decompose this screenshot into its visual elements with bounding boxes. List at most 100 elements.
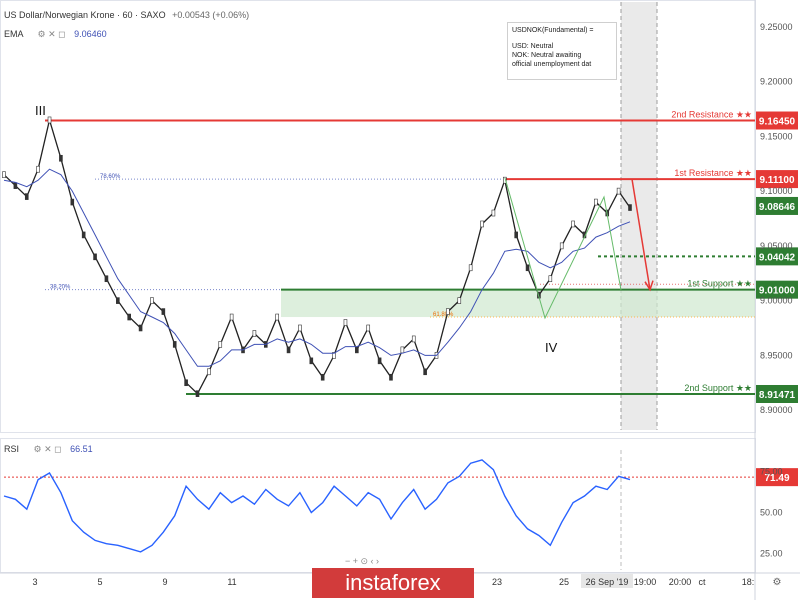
candle-17 [195,390,200,397]
ema-value: 9.06460 [74,29,107,39]
ema-indicator-row: EMA ⚙ ✕ ◻ 9.06460 [4,29,107,40]
candle-4 [47,116,52,124]
rsi-value: 66.51 [70,444,93,454]
candle-1 [13,182,18,189]
ema-settings-icon[interactable]: ⚙ ✕ ◻ [37,29,66,39]
rsi-line [3,459,631,553]
candle-48 [548,275,553,283]
y-tick-4: 9.05000 [760,241,793,251]
fundamental-nok-1: NOK: Neutral awaiting [512,52,582,59]
candle-45 [514,231,518,239]
candle-27 [309,357,314,365]
x-tick-5: 25 [559,577,569,587]
wave-3-label: III [35,103,46,118]
x-tick-6: 26 Sep '19 [586,577,629,587]
level-tag-bg-3 [756,280,798,299]
level-tag-bg-1 [756,170,798,189]
candle-20 [229,313,234,321]
price-line [3,117,631,395]
candle-0 [2,171,6,179]
wave-4-label: IV [545,340,558,355]
candle-6 [70,198,75,206]
rsi-settings-icon[interactable]: ⚙ ✕ ◻ [33,444,62,454]
candle-52 [594,198,598,206]
y-tick-5: 9.00000 [760,296,793,306]
level-tag-bg-2 [756,247,798,266]
candle-24 [275,313,279,321]
candle-11 [127,313,131,321]
instaforex-logo: instaforex [312,568,474,598]
candle-39 [446,308,450,315]
candle-33 [377,357,382,365]
fib-786-label: 78.60% [100,174,121,180]
candle-32 [366,324,371,332]
candle-8 [93,253,97,261]
rsi-level-tag: 71.49 [764,473,789,484]
x-tick-10: 18: [742,577,755,587]
level-tag-3: 9.01000 [759,286,796,297]
candle-14 [161,308,166,315]
rsi-level-tag-bg [756,468,798,487]
candle-40 [457,297,462,304]
level-label-3: 1st Support ★★ [687,279,752,289]
y-tick-1: 9.20000 [760,77,793,87]
wave-projection [504,177,622,320]
candle-31 [355,346,359,354]
candle-41 [468,264,473,272]
rsi-indicator-row: RSI ⚙ ✕ ◻ 66.51 [4,444,93,455]
fundamental-usd: USD: Neutral [512,43,554,50]
candle-36 [411,335,416,343]
y-tick-3: 9.10000 [760,186,793,196]
rsi-pane-frame [0,438,756,573]
y-tick-0: 9.25000 [760,22,793,32]
ema-line [3,168,631,367]
candle-5 [59,154,63,162]
y-tick-6: 8.95000 [760,350,793,360]
x-tick-bg-6 [581,574,633,588]
rsi-label[interactable]: RSI [4,444,20,454]
level-label-1: 1st Resistance ★★ [674,168,752,178]
level-label-4: 2nd Support ★★ [684,383,752,393]
current-price-tag: 9.08646 [759,202,796,213]
fib-382-label: 38.20% [50,285,71,291]
x-tick-8: 20:00 [669,577,692,587]
y-tick-2: 9.15000 [760,131,793,141]
x-tick-0: 3 [32,577,37,587]
candle-15 [172,341,177,348]
candle-18 [207,368,211,376]
candle-37 [423,368,427,376]
candle-55 [628,204,632,211]
fib-618-label: 61.80% [433,312,454,318]
candle-9 [104,275,109,283]
candle-50 [571,220,575,228]
zoom-controls-icon[interactable]: − + ⊙ ‹ › [345,556,380,566]
current-price-bg [756,196,798,215]
candle-10 [116,297,120,304]
candle-46 [525,264,530,272]
candle-43 [491,209,496,217]
candle-7 [81,231,86,239]
candle-25 [286,346,291,354]
candle-13 [150,297,154,304]
candle-16 [184,379,188,387]
level-tag-bg-0 [756,111,798,130]
price-change: +0.00543 (+0.06%) [172,10,250,20]
candle-44 [502,176,507,184]
y-tick-7: 8.90000 [760,405,793,415]
symbol-title[interactable]: US Dollar/Norwegian Krone · 60 · SAXO [4,10,166,20]
symbol-title-row: US Dollar/Norwegian Krone · 60 · SAXO +0… [4,10,249,20]
x-tick-3: 11 [227,577,236,587]
fundamental-nok-2: official unemployment dat [512,61,592,68]
candle-22 [252,330,257,337]
bearish-arrow [631,178,651,290]
candle-30 [343,319,348,326]
level-tag-4: 8.91471 [759,390,796,401]
level-tag-0: 9.16450 [759,117,796,128]
support-zone [281,289,755,318]
level-tag-1: 9.11100 [759,175,794,186]
candle-29 [332,352,336,359]
ema-label[interactable]: EMA [4,29,24,39]
zoom-toolbar[interactable]: − + ⊙ ‹ › [345,556,379,567]
